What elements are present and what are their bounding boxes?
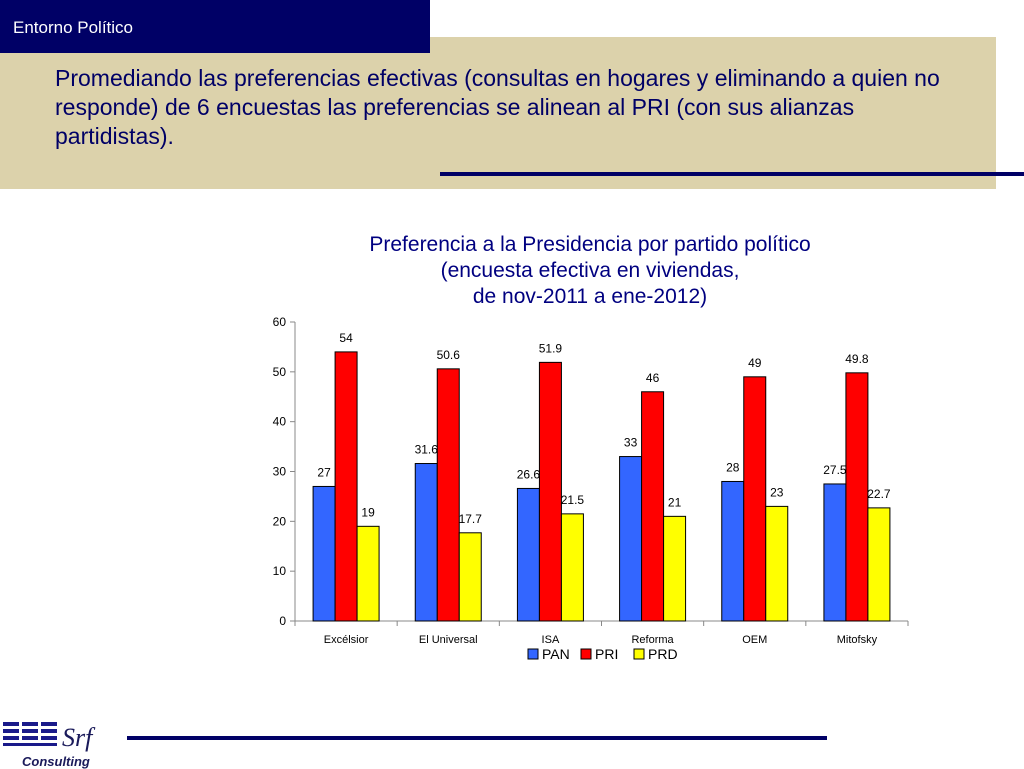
data-label: 49: [748, 356, 762, 370]
legend-label-pan: PAN: [542, 646, 570, 662]
logo-subtitle: Consulting: [22, 754, 90, 769]
data-label: 31.6: [415, 443, 439, 457]
y-tick-label: 20: [273, 514, 287, 528]
bar-pri: [845, 372, 869, 622]
legend-swatch-prd: [633, 648, 645, 660]
data-label: 28: [726, 460, 740, 474]
header-panel: [0, 37, 996, 189]
bar-prd: [663, 515, 687, 622]
bar-pri: [641, 391, 665, 622]
bar-pan: [516, 487, 540, 622]
data-label: 49.8: [845, 352, 869, 366]
bar-pri: [334, 351, 358, 622]
y-tick-label: 60: [273, 315, 287, 329]
bar-pan: [823, 483, 847, 622]
chart-title: Preferencia a la Presidencia por partido…: [280, 232, 900, 310]
bar-pri: [538, 361, 562, 622]
x-tick-label: OEM: [742, 634, 767, 646]
chart-title-line-1: Preferencia a la Presidencia por partido…: [369, 233, 811, 256]
data-label: 22.7: [867, 487, 891, 501]
x-tick-label: Reforma: [631, 634, 674, 646]
bar-prd: [560, 513, 584, 622]
x-tick-label: Excélsior: [324, 634, 369, 646]
footer-divider: [127, 736, 827, 740]
legend-label-prd: PRD: [648, 646, 678, 662]
data-label: 21: [668, 495, 682, 509]
bar-pri: [743, 376, 767, 622]
intro-text: Promediando las preferencias efectivas (…: [55, 65, 940, 149]
data-label: 21.5: [561, 493, 585, 507]
data-label: 26.6: [517, 467, 541, 481]
bar-prd: [356, 525, 380, 622]
bar-pri: [436, 368, 460, 622]
bar-prd: [867, 507, 891, 622]
data-label: 17.7: [459, 512, 483, 526]
y-tick-label: 40: [273, 415, 287, 429]
y-tick-label: 0: [279, 614, 286, 628]
svg-text:Srf: Srf: [62, 723, 96, 752]
y-tick-label: 10: [273, 564, 287, 578]
y-tick-label: 50: [273, 365, 287, 379]
data-label: 46: [646, 371, 660, 385]
bar-prd: [458, 532, 482, 622]
data-label: 50.6: [437, 348, 461, 362]
bar-pan: [721, 480, 745, 622]
legend-swatch-pan: [527, 648, 539, 660]
chart-title-line-2: (encuesta efectiva en viviendas,: [440, 259, 740, 282]
data-label: 33: [624, 436, 638, 450]
data-label: 27: [317, 465, 331, 479]
srf-logo-icon: Srf: [3, 722, 96, 752]
section-tag: Entorno Político: [13, 18, 134, 37]
data-label: 54: [339, 331, 353, 345]
x-tick-label: Mitofsky: [837, 634, 878, 646]
x-tick-label: ISA: [542, 634, 560, 646]
bar-pan: [414, 463, 438, 622]
data-label: 23: [770, 485, 784, 499]
section-tag-bar: [0, 0, 430, 53]
data-label: 51.9: [539, 341, 563, 355]
chart-title-line-3: de nov-2011 a ene-2012): [472, 285, 708, 308]
data-label: 27.5: [823, 463, 847, 477]
header-divider: [440, 172, 1024, 176]
bar-pan: [312, 485, 336, 622]
legend-swatch-pri: [580, 648, 592, 660]
legend-label-pri: PRI: [595, 646, 618, 662]
x-tick-label: El Universal: [419, 634, 478, 646]
bar-pan: [619, 456, 643, 622]
y-tick-label: 30: [273, 465, 287, 479]
data-label: 19: [361, 505, 375, 519]
bar-prd: [765, 505, 789, 622]
